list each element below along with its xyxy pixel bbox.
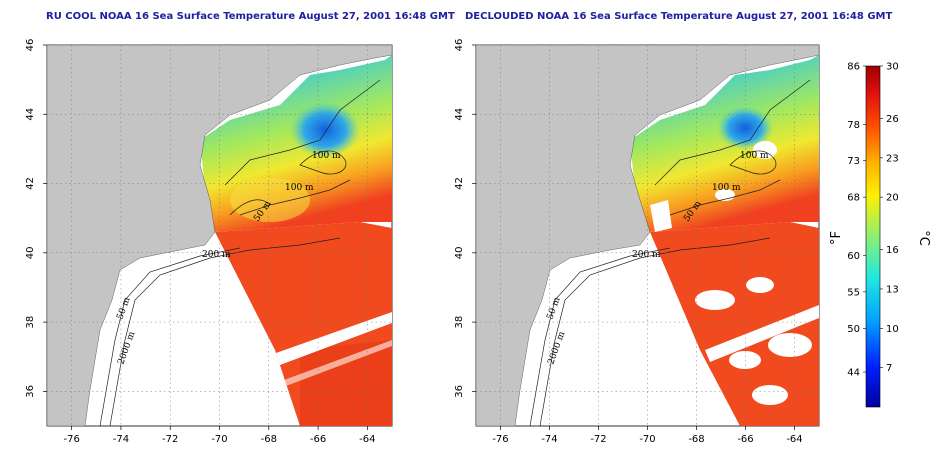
right-xtick-label-0: -76	[492, 434, 508, 445]
cb-f-label-7: 44	[847, 368, 860, 379]
left-land	[46, 44, 393, 427]
right-cloud-holes	[695, 277, 812, 405]
cb-f-label-4: 60	[847, 251, 860, 262]
cb-c-label-6: 10	[886, 324, 899, 335]
right-map-title: DECLOUDED NOAA 16 Sea Surface Temperatur…	[465, 11, 893, 22]
cb-c-label-1: 26	[886, 114, 899, 125]
left-xtick-label-0: -76	[63, 434, 79, 445]
left-contour-100m-a: 100 m	[312, 151, 341, 161]
cb-c-label-5: 13	[886, 284, 899, 295]
right-xtick-label-5: -66	[737, 434, 753, 445]
cb-f-label-2: 73	[847, 156, 860, 167]
right-longitude-axis: -76 -74 -72 -70 -68 -66 -64	[492, 426, 803, 445]
left-xtick-label-4: -68	[261, 434, 277, 445]
left-bathymetry-contours	[99, 79, 381, 427]
temperature-colorbar: 86 78 73 68 60 55 50 44 30 26 23 20 16 13 10 7 °F °C	[829, 62, 931, 408]
fahrenheit-unit: °F	[829, 231, 844, 245]
right-land	[475, 44, 820, 427]
left-xtick-label-1: -74	[113, 434, 129, 445]
right-contour-100m-b: 100 m	[712, 183, 741, 193]
left-ytick-label-5: 46	[25, 39, 36, 52]
cb-c-label-2: 23	[886, 153, 899, 164]
left-xtick-label-2: -72	[162, 434, 178, 445]
left-xtick-label-6: -64	[359, 434, 375, 445]
right-ytick-label-0: 36	[454, 385, 465, 398]
cb-f-label-1: 78	[847, 120, 860, 131]
cb-f-label-3: 68	[847, 193, 860, 204]
left-ytick-label-2: 40	[25, 246, 36, 259]
left-longitude-axis: -76 -74 -72 -70 -68 -66 -64	[63, 426, 376, 445]
left-map-title: RU COOL NOAA 16 Sea Surface Temperature …	[46, 11, 455, 22]
right-contour-100m-a: 100 m	[740, 151, 769, 161]
right-ytick-label-3: 42	[454, 177, 465, 190]
right-latitude-axis: 36 38 40 42 44 46	[454, 39, 476, 398]
left-ytick-label-0: 36	[25, 385, 36, 398]
right-graticule	[476, 44, 819, 426]
right-bathymetry-contours	[529, 79, 811, 427]
right-sst-map: 100 m 100 m 50 m 200 m 50 m 2000 m -76 -7…	[454, 39, 820, 445]
right-xtick-label-3: -70	[639, 434, 655, 445]
colorbar-gradient	[865, 65, 881, 408]
left-contour-100m-b: 100 m	[285, 183, 314, 193]
left-ytick-label-3: 42	[25, 177, 36, 190]
left-contour-200m: 200 m	[202, 250, 231, 260]
left-sst-map: 100 m 100 m 50 m 200 m 50 m 2000 m -76 -7…	[25, 39, 393, 445]
right-xtick-label-1: -74	[541, 434, 557, 445]
cb-c-label-7: 7	[886, 363, 892, 374]
right-xtick-label-6: -64	[786, 434, 802, 445]
left-latitude-axis: 36 38 40 42 44 46	[25, 39, 47, 398]
colorbar-fahrenheit-ticks: 86 78 73 68 60 55 50 44	[847, 62, 866, 379]
right-shelf-cloud-holes	[650, 141, 777, 232]
right-contour-200m: 200 m	[632, 250, 661, 260]
left-xtick-label-5: -66	[310, 434, 326, 445]
cb-f-label-5: 55	[847, 287, 860, 298]
colorbar-celsius-ticks: 30 26 23 20 16 13 10 7	[880, 62, 899, 374]
cb-f-label-6: 50	[847, 324, 860, 335]
right-xtick-label-4: -68	[688, 434, 704, 445]
left-graticule	[47, 44, 392, 426]
right-ytick-label-4: 44	[454, 108, 465, 121]
right-ytick-label-1: 38	[454, 316, 465, 329]
right-ytick-label-5: 46	[454, 39, 465, 52]
celsius-unit: °C	[916, 230, 931, 246]
cb-c-label-0: 30	[886, 62, 899, 73]
right-shelf-water	[630, 55, 819, 232]
right-cloud-strip	[705, 305, 819, 362]
left-xtick-label-3: -70	[211, 434, 227, 445]
left-ytick-label-4: 44	[25, 108, 36, 121]
left-cloud-strip	[276, 312, 392, 365]
right-warm-water	[650, 222, 819, 426]
cb-c-label-3: 20	[886, 193, 899, 204]
cb-f-label-0: 86	[847, 62, 860, 73]
cb-c-label-4: 16	[886, 245, 899, 256]
right-ytick-label-2: 40	[454, 246, 465, 259]
right-xtick-label-2: -72	[590, 434, 606, 445]
left-ytick-label-1: 38	[25, 316, 36, 329]
